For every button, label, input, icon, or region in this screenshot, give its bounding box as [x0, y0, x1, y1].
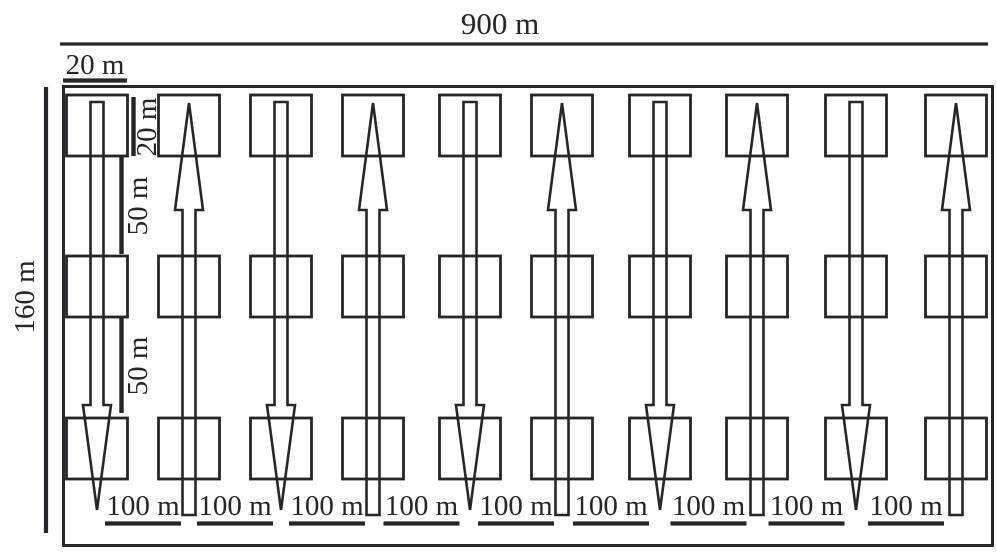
plot-square-r3-c2 — [157, 416, 221, 481]
up-arrow-c10 — [940, 102, 972, 517]
plot-square-r1-c8 — [725, 93, 789, 158]
spacing-label-2: 100 m — [198, 490, 272, 522]
spacing-label-5: 100 m — [479, 490, 553, 522]
plot-square-r2-c10 — [924, 254, 988, 319]
plot-square-r1-c9 — [824, 93, 888, 158]
plot-square-r2-c7 — [628, 254, 692, 319]
plot-square-r2-c6 — [530, 254, 594, 319]
plot-square-r2-c1 — [65, 254, 129, 319]
plot-square-r3-c3 — [249, 416, 313, 481]
spacing-label-4: 100 m — [385, 490, 459, 522]
height-dimension-label: 160 m — [9, 260, 41, 334]
plot-square-r1-c3 — [249, 93, 313, 158]
plot-width-label: 20 m — [66, 49, 125, 81]
spacing-label-9: 100 m — [869, 490, 943, 522]
spacing-label-8: 100 m — [770, 490, 844, 522]
down-arrow-c1 — [81, 100, 113, 511]
plot-square-r2-c9 — [824, 254, 888, 319]
up-arrow-c4 — [357, 102, 389, 517]
width-dimension-label: 900 m — [461, 6, 539, 41]
plot-square-r2-c2 — [157, 254, 221, 319]
plot-square-r1-c4 — [341, 93, 405, 158]
plot-square-r3-c9 — [824, 416, 888, 481]
plot-square-r2-c4 — [341, 254, 405, 319]
plot-square-r3-c4 — [341, 416, 405, 481]
spacing-label-7: 100 m — [672, 490, 746, 522]
plot-square-r3-c7 — [628, 416, 692, 481]
down-arrow-c9 — [840, 100, 872, 511]
up-arrow-c2 — [173, 102, 205, 517]
plot-square-r1-c10 — [924, 93, 988, 158]
plot-square-r3-c5 — [438, 416, 502, 481]
plot-square-r2-c5 — [438, 254, 502, 319]
plot-square-r1-c6 — [530, 93, 594, 158]
spacing-label-6: 100 m — [574, 490, 648, 522]
plot-square-r1-c2 — [157, 93, 221, 158]
row-gap-label-1: 50 m — [122, 176, 154, 235]
row-gap-label-2: 50 m — [122, 336, 154, 395]
up-arrow-c8 — [741, 102, 773, 517]
plot-square-r1-c7 — [628, 93, 692, 158]
plot-square-r1-c5 — [438, 93, 502, 158]
plot-square-r3-c10 — [924, 416, 988, 481]
plot-square-r3-c8 — [725, 416, 789, 481]
down-arrow-c7 — [644, 100, 676, 511]
plot-square-r3-c1 — [65, 416, 129, 481]
plot-height-label: 20 m — [131, 97, 163, 156]
plot-square-r3-c6 — [530, 416, 594, 481]
plot-square-r1-c1 — [65, 93, 129, 158]
down-arrow-c5 — [454, 100, 486, 511]
plot-square-r2-c8 — [725, 254, 789, 319]
down-arrow-c3 — [265, 100, 297, 511]
spacing-label-1: 100 m — [106, 490, 180, 522]
spacing-label-3: 100 m — [290, 490, 364, 522]
up-arrow-c6 — [546, 102, 578, 517]
field-boundary — [62, 85, 994, 547]
plot-square-r2-c3 — [249, 254, 313, 319]
